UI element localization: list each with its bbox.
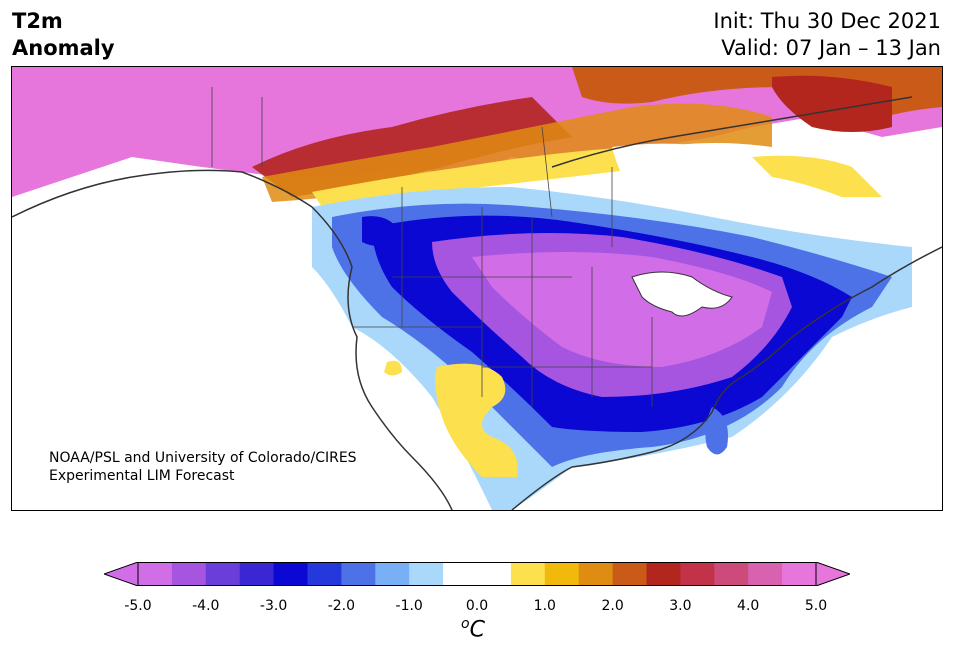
colorbar-segment bbox=[510, 562, 546, 586]
colorbar-tick-label: 0.0 bbox=[465, 598, 489, 614]
warm-ca-spot bbox=[384, 360, 402, 376]
unit-letter: C bbox=[469, 617, 485, 643]
hudson-bay bbox=[612, 143, 762, 222]
coastline bbox=[12, 96, 942, 510]
colorbar-segment bbox=[138, 562, 173, 586]
colorbar-segment bbox=[409, 562, 444, 586]
colorbar-ticks: -5.0 -4.0 -3.0 -2.0 -1.0 0.0 1.0 2.0 3.0 4.0 5.0 bbox=[0, 598, 953, 616]
colorbar-under-arrow bbox=[104, 562, 139, 586]
credit-note: NOAA/PSL and University of Colorado/CIRE… bbox=[49, 449, 357, 485]
colorbar-unit: oC bbox=[461, 616, 485, 642]
colorbar-tick-label: 4.0 bbox=[737, 598, 760, 614]
colorbar-over-arrow bbox=[815, 562, 850, 586]
colorbar-tick-label: 5.0 bbox=[804, 598, 828, 614]
title-line-2: Anomaly bbox=[12, 36, 115, 60]
colorbar-segment bbox=[205, 562, 241, 586]
colorbar-segment bbox=[239, 562, 275, 586]
colorbar-segment bbox=[578, 562, 614, 586]
colorbar-segment bbox=[544, 562, 580, 586]
credit-line-1: NOAA/PSL and University of Colorado/CIRE… bbox=[49, 450, 357, 466]
colorbar-segment bbox=[341, 562, 376, 586]
warm-labrador bbox=[752, 155, 882, 197]
colorbar-segment bbox=[477, 562, 512, 586]
warm-band-orange bbox=[262, 103, 772, 202]
colorbar-segment bbox=[748, 562, 783, 586]
cold-idaho-spot bbox=[362, 216, 402, 246]
great-lakes bbox=[631, 271, 733, 317]
unit-superscript: o bbox=[461, 616, 470, 632]
colorbar-tick-label: 1.0 bbox=[533, 598, 556, 614]
colorbar-tick-label: -3.0 bbox=[259, 598, 288, 614]
colorbar-tick-label: 2.0 bbox=[601, 598, 624, 614]
colorbar-segment bbox=[171, 562, 207, 586]
colorbar-tick-label: 3.0 bbox=[669, 598, 692, 614]
colorbar-segment bbox=[646, 562, 681, 586]
colorbar-segment bbox=[375, 562, 410, 586]
forecast-dates: Init: Thu 30 Dec 2021 Valid: 07 Jan – 13… bbox=[713, 8, 941, 62]
colorbar-segment bbox=[307, 562, 342, 586]
colorbar-segment bbox=[714, 562, 749, 586]
anomaly-map bbox=[11, 66, 943, 511]
map-title: T2m Anomaly bbox=[12, 8, 115, 62]
init-date: Init: Thu 30 Dec 2021 bbox=[713, 9, 941, 33]
colorbar-segment bbox=[443, 562, 478, 586]
map-canvas bbox=[12, 67, 942, 510]
colorbar-tick-label: -2.0 bbox=[327, 598, 356, 614]
colorbar bbox=[104, 562, 850, 586]
warm-arctic-red bbox=[772, 75, 892, 132]
colorbar-segment bbox=[680, 562, 715, 586]
state-borders bbox=[211, 87, 653, 407]
colorbar-segment bbox=[612, 562, 647, 586]
colorbar-border bbox=[137, 562, 817, 586]
colorbar-segment bbox=[782, 562, 817, 586]
colorbar-segment bbox=[273, 562, 308, 586]
colorbar-tick-label: -1.0 bbox=[395, 598, 423, 614]
cold-florida bbox=[705, 407, 728, 455]
credit-line-2: Experimental LIM Forecast bbox=[49, 468, 235, 484]
colorbar-tick-label: -5.0 bbox=[124, 598, 152, 614]
title-line-1: T2m bbox=[12, 9, 63, 33]
valid-range: Valid: 07 Jan – 13 Jan bbox=[721, 36, 941, 60]
warm-southwest bbox=[435, 363, 518, 477]
colorbar-tick-label: -4.0 bbox=[192, 598, 220, 614]
